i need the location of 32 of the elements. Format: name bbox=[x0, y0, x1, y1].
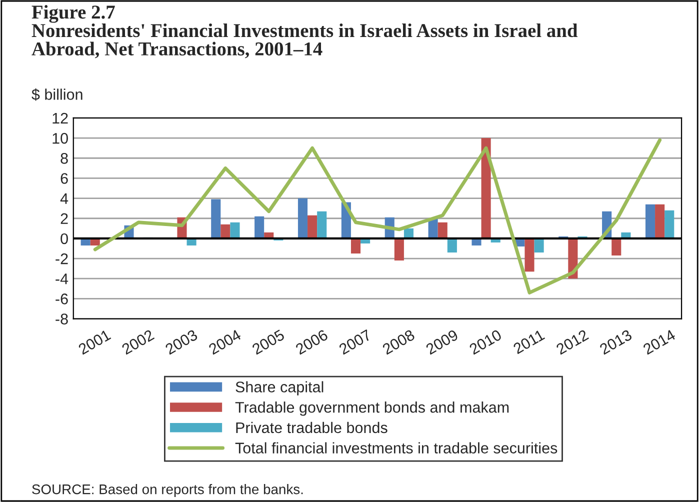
x-tick-label: 2012 bbox=[556, 329, 590, 355]
y-tick-label: 2 bbox=[60, 213, 68, 224]
legend-label: Private tradable bonds bbox=[236, 422, 388, 434]
y-tick-label: -8 bbox=[56, 314, 68, 324]
x-tick-label: 2008 bbox=[382, 329, 416, 355]
x-tick-label: 2002 bbox=[121, 329, 155, 355]
x-tick-label: 2011 bbox=[512, 329, 546, 354]
x-tick-label: 2009 bbox=[425, 329, 459, 355]
y-axis-title: $ billion bbox=[32, 88, 82, 101]
y-tick-label: 12 bbox=[52, 112, 68, 124]
x-tick-label: 2007 bbox=[338, 329, 372, 355]
x-tick-label: 2013 bbox=[598, 329, 633, 355]
legend-label: Total financial investments in tradable securities bbox=[235, 442, 558, 454]
y-tick-label: -2 bbox=[56, 253, 68, 264]
x-tick-label: 2005 bbox=[251, 329, 286, 355]
y-tick-label: 6 bbox=[60, 173, 68, 184]
x-tick-label: 2006 bbox=[294, 329, 328, 355]
legend-label: Tradable government bonds and makam bbox=[235, 402, 509, 416]
y-tick-label: 4 bbox=[60, 193, 68, 204]
x-tick-label: 2010 bbox=[468, 329, 502, 355]
chart-title: Figure 2.7 Nonresidents' Financial Investments in Israeli Assets in Israel and Abroad, Net Transactions, 2001–14 bbox=[32, 5, 578, 58]
x-tick-label: 2014 bbox=[642, 329, 676, 355]
source-note: SOURCE: Based on reports from the banks. bbox=[32, 484, 303, 497]
x-tick-label: 2001 bbox=[78, 329, 112, 355]
y-tick-label: -6 bbox=[56, 294, 68, 304]
y-tick-label: 10 bbox=[52, 132, 68, 144]
x-tick-label: 2004 bbox=[208, 329, 242, 355]
y-tick-label: -4 bbox=[56, 274, 68, 284]
y-tick-label: 0 bbox=[60, 233, 68, 244]
legend-label: Share capital bbox=[236, 381, 324, 396]
x-tick-label: 2003 bbox=[164, 329, 198, 355]
y-tick-label: 8 bbox=[60, 153, 68, 164]
